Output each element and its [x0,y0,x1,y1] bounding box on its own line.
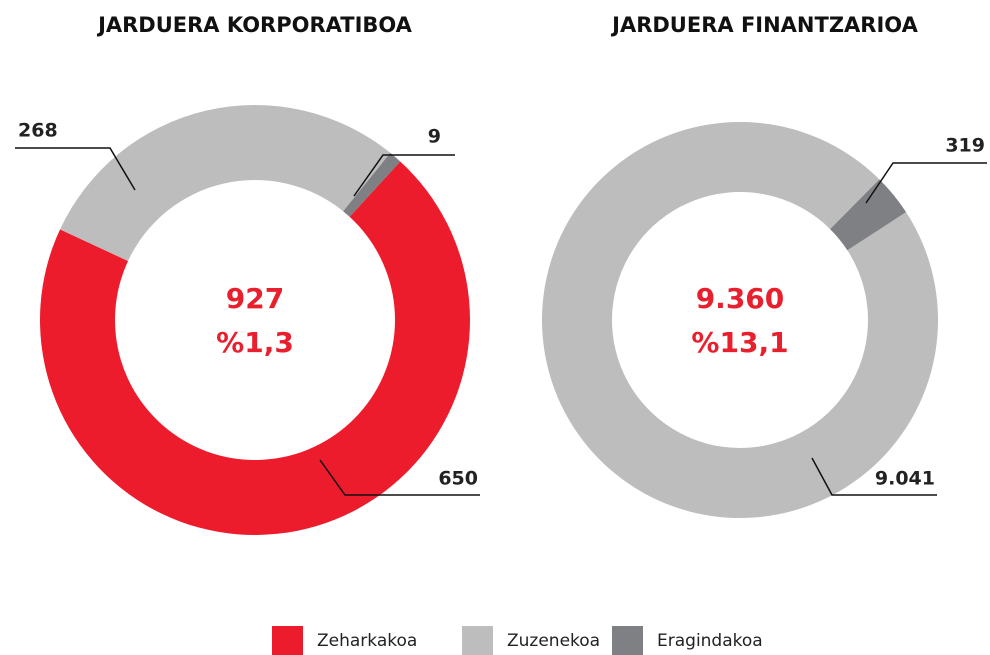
leader-line [319,459,480,496]
center-share: %13,1 [691,326,788,359]
legend-label: Zuzenekoa [507,631,600,651]
donut-slice [830,179,907,251]
legend-label: Eragindakoa [657,631,763,651]
data-label: 268 [18,120,58,142]
data-label: 319 [945,135,985,157]
center-value: 9.360 [696,282,785,315]
legend-swatch [272,626,303,655]
legend-swatch [612,626,643,655]
donut-slice [343,152,401,217]
legend-label: Zeharkakoa [317,631,417,651]
leader-line [353,154,455,197]
chart-title: JARDUERA FINANTZARIOA [610,13,918,37]
leader-line [15,147,136,191]
donut-slice [40,161,471,536]
center-share: %1,3 [216,326,294,359]
chart-title: JARDUERA KORPORATIBOA [96,13,413,37]
donut-slice [541,121,938,518]
center-value: 927 [226,282,284,315]
data-label: 9 [428,126,441,148]
data-label: 9.041 [875,468,935,490]
data-label: 650 [438,468,478,490]
leader-line [811,457,937,496]
leader-line [865,162,987,204]
donut-slice [60,104,391,261]
legend-swatch [462,626,493,655]
